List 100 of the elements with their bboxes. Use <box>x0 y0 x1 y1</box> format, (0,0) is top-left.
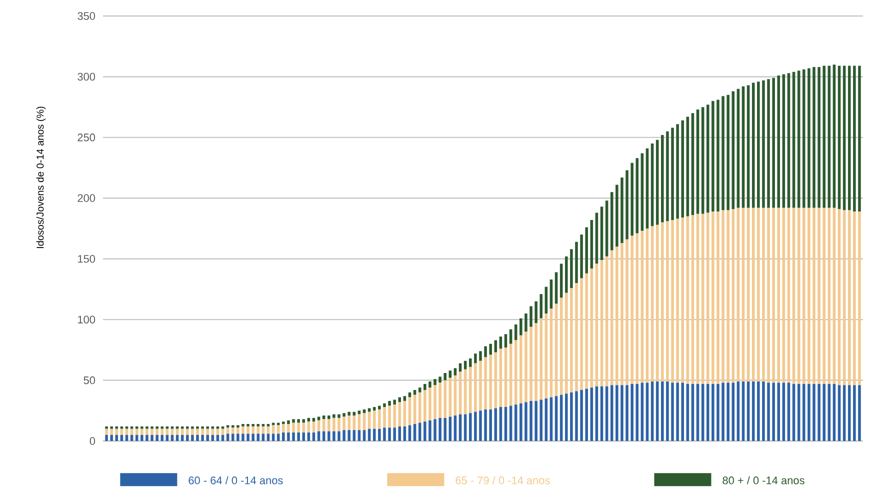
bar <box>792 208 796 384</box>
bar <box>287 420 290 424</box>
bar <box>146 428 148 435</box>
bar <box>509 329 512 344</box>
bar <box>201 426 204 429</box>
bar <box>186 428 189 435</box>
bar <box>287 432 290 441</box>
bar <box>140 434 144 441</box>
bar <box>130 426 134 429</box>
bar <box>550 280 553 309</box>
bar <box>358 430 361 441</box>
bar <box>686 384 690 441</box>
bar <box>156 426 158 429</box>
bar <box>676 124 679 219</box>
bar <box>317 416 320 420</box>
bar <box>722 382 724 441</box>
bar <box>444 380 446 418</box>
bar <box>716 384 720 441</box>
bar <box>666 131 669 222</box>
bar <box>130 428 134 435</box>
bar <box>534 400 538 441</box>
bar <box>256 434 260 441</box>
bar <box>630 162 634 236</box>
bar <box>540 400 543 441</box>
bar <box>352 416 356 430</box>
bar <box>752 382 755 441</box>
bar <box>681 120 684 218</box>
bar <box>196 426 199 429</box>
bar <box>242 434 244 441</box>
bar <box>564 256 568 293</box>
bar <box>504 407 508 441</box>
bar <box>474 354 477 364</box>
bar <box>797 208 800 384</box>
bar <box>236 434 240 441</box>
bar <box>226 428 230 434</box>
bar <box>636 233 639 384</box>
bar <box>676 218 679 383</box>
bar <box>610 250 614 386</box>
bar <box>292 422 295 432</box>
bar <box>352 430 356 441</box>
bar <box>130 434 134 441</box>
bar <box>712 384 714 441</box>
bar <box>282 424 285 432</box>
bar <box>595 264 598 386</box>
bar <box>464 369 467 414</box>
bar <box>378 406 381 410</box>
bar <box>595 386 598 441</box>
bar <box>666 221 669 382</box>
bar <box>696 110 700 214</box>
bar <box>666 382 669 441</box>
bar <box>656 140 659 225</box>
bar <box>332 418 336 432</box>
bar <box>120 426 124 429</box>
bar <box>853 66 856 212</box>
bar <box>696 384 700 441</box>
bar <box>140 428 144 435</box>
text: 65 - 79 / 0 -14 anos <box>456 476 550 484</box>
bar <box>646 382 649 441</box>
bar <box>338 414 340 418</box>
bar <box>186 434 189 441</box>
bar <box>792 384 796 441</box>
y-tick-label: 250 <box>78 134 96 142</box>
y-axis-title: Idosos/Jovens de 0-14 anos (%) <box>36 106 46 248</box>
bar <box>140 426 144 429</box>
bar <box>656 382 659 441</box>
bar <box>322 419 326 432</box>
bar <box>368 412 371 429</box>
bar <box>838 385 841 441</box>
bar <box>530 306 532 327</box>
bar <box>808 384 810 441</box>
bar <box>616 246 618 386</box>
bar <box>327 431 330 441</box>
bar <box>590 220 594 269</box>
bar <box>580 278 583 390</box>
bar <box>398 402 402 426</box>
bar <box>560 298 563 395</box>
bar <box>646 148 649 228</box>
bar <box>348 416 350 430</box>
bar <box>424 390 426 422</box>
bar <box>842 210 846 386</box>
bar <box>120 434 124 441</box>
bar <box>378 428 381 441</box>
bar <box>838 209 841 386</box>
bar <box>777 208 780 383</box>
bar <box>408 392 412 398</box>
bar <box>226 425 230 428</box>
bar <box>681 382 684 441</box>
bar <box>636 384 639 441</box>
bar <box>616 184 618 247</box>
bar <box>216 426 220 429</box>
bar <box>403 426 406 441</box>
text: 80 + / 0 -14 anos <box>722 476 804 484</box>
bar <box>191 428 194 435</box>
bar <box>762 208 765 382</box>
bar <box>176 434 179 441</box>
bar <box>312 432 316 441</box>
bar <box>828 384 831 441</box>
bar <box>554 396 558 441</box>
y-tick-label: 200 <box>78 194 96 202</box>
bar <box>818 384 820 441</box>
